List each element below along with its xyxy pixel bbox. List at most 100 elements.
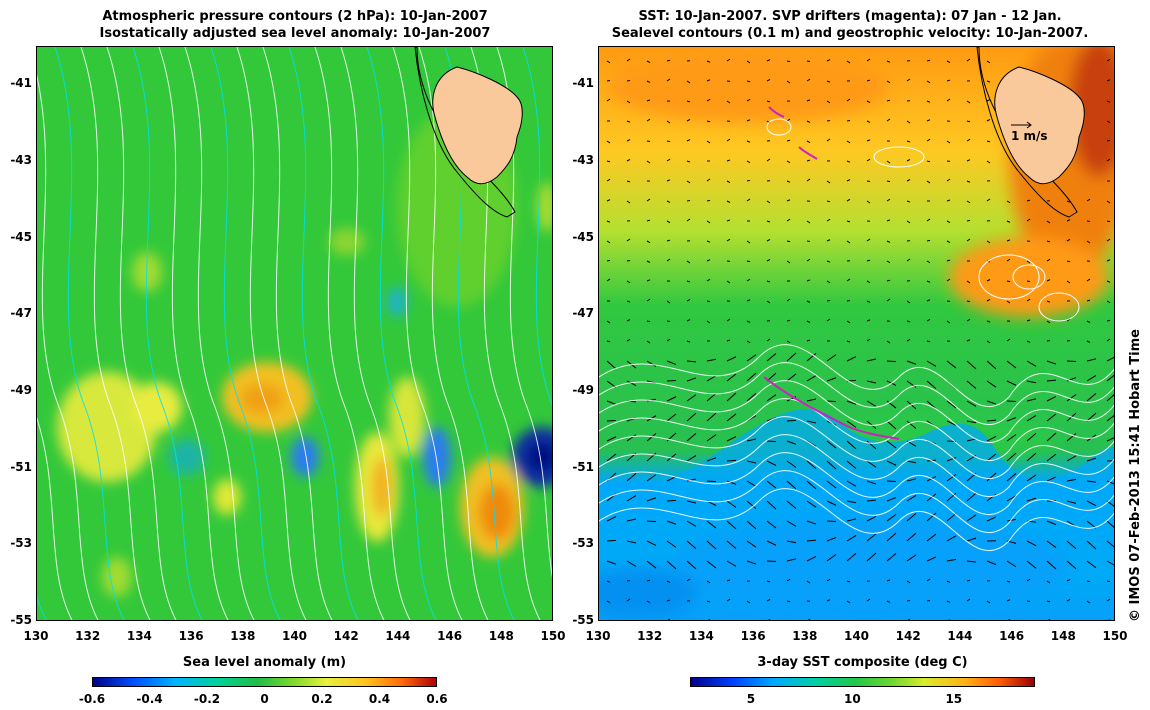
tasmania-landmass-right (994, 66, 1085, 185)
pressure-contour-line (158, 47, 229, 620)
velocity-arrow (1006, 580, 1011, 583)
velocity-arrow (926, 239, 931, 242)
pressure-contour-line (210, 47, 281, 620)
velocity-arrow (666, 78, 671, 82)
velocity-arrow (806, 60, 811, 62)
velocity-arrow (646, 433, 657, 442)
velocity-arrow (786, 240, 791, 243)
velocity-arrow (666, 320, 671, 322)
velocity-arrow (686, 340, 691, 343)
sealevel-eddy-contour (873, 146, 925, 168)
velocity-arrow (1047, 618, 1051, 620)
velocity-arrow (886, 240, 891, 243)
velocity-arrow (868, 619, 870, 620)
velocity-arrow (786, 80, 791, 84)
velocity-arrow (746, 438, 757, 442)
velocity-arrow (886, 160, 891, 164)
velocity-arrow (686, 100, 691, 103)
velocity-arrow (1006, 380, 1017, 386)
velocity-arrow (966, 280, 971, 284)
velocity-arrow (626, 473, 637, 482)
velocity-arrow (806, 220, 811, 224)
velocity-arrow (806, 353, 817, 362)
velocity-arrow (906, 300, 911, 304)
velocity-arrow (886, 219, 891, 222)
velocity-arrow (726, 138, 731, 142)
velocity-arrow (606, 380, 617, 388)
velocity-arrow (726, 356, 737, 362)
left-lon-tick-label: 138 (230, 629, 256, 643)
pressure-contour-line (522, 47, 552, 406)
velocity-arrow (886, 360, 897, 363)
velocity-arrow (906, 460, 917, 464)
velocity-arrow (706, 520, 717, 529)
left-title-line1: Atmospheric pressure contours (2 hPa): 1… (102, 9, 488, 24)
velocity-arrow (666, 599, 671, 602)
velocity-arrow (1026, 414, 1037, 422)
right-lon-tick-label: 146 (999, 629, 1025, 643)
velocity-arrow (826, 280, 831, 284)
velocity-arrow (726, 238, 731, 242)
colorbar-tick-label: -0.4 (136, 692, 163, 706)
velocity-arrow (706, 278, 711, 282)
velocity-arrow (686, 160, 691, 163)
sst-map: 1 m/s (598, 46, 1115, 621)
velocity-arrow (886, 514, 897, 522)
velocity-arrow (886, 298, 891, 302)
velocity-arrow (906, 338, 911, 342)
velocity-arrow (606, 400, 617, 405)
velocity-arrow (1086, 358, 1097, 362)
velocity-arrow (966, 300, 971, 303)
velocity-arrow (606, 160, 611, 163)
velocity-arrow (1006, 338, 1011, 342)
velocity-arrow (746, 600, 751, 604)
velocity-arrow (686, 560, 697, 570)
velocity-arrow (606, 98, 611, 102)
velocity-arrow (886, 497, 897, 502)
velocity-arrow (746, 179, 751, 182)
velocity-arrow (846, 220, 851, 223)
velocity-arrow (1006, 300, 1011, 304)
velocity-arrow (666, 300, 671, 304)
velocity-arrow (806, 300, 811, 303)
velocity-arrow (1046, 360, 1057, 365)
velocity-arrow (846, 534, 857, 542)
velocity-arrow (626, 238, 631, 242)
sealevel-contours (599, 118, 1114, 551)
velocity-arrow (746, 160, 751, 164)
velocity-arrow (906, 120, 911, 124)
velocity-arrow (846, 119, 851, 122)
velocity-arrow (926, 119, 931, 122)
velocity-arrow (906, 200, 911, 203)
velocity-arrow (1066, 280, 1071, 284)
velocity-arrow (886, 579, 891, 582)
left-lon-tick-label: 146 (437, 629, 463, 643)
velocity-arrow (986, 493, 997, 502)
velocity-arrow (926, 138, 931, 142)
velocity-arrow (786, 419, 797, 422)
velocity-arrow (626, 120, 631, 123)
left-lat-tick-label: -53 (10, 536, 32, 551)
velocity-arrow (926, 59, 931, 62)
velocity-arrow (806, 159, 811, 162)
velocity-arrow (966, 180, 971, 183)
pressure-contour-line (37, 74, 99, 620)
velocity-arrow (806, 375, 817, 382)
velocity-arrow (626, 518, 637, 522)
velocity-arrow (846, 600, 851, 604)
velocity-arrow (786, 260, 791, 264)
velocity-arrow (806, 140, 811, 144)
velocity-arrow (1026, 199, 1031, 202)
velocity-arrow (946, 600, 951, 603)
velocity-arrow (1086, 500, 1097, 507)
velocity-arrow (886, 260, 891, 264)
velocity-arrow (726, 200, 731, 203)
velocity-arrow (746, 60, 751, 64)
velocity-arrow (646, 600, 651, 604)
velocity-arrow (1086, 580, 1091, 583)
velocity-arrow (626, 560, 637, 567)
velocity-arrow (686, 319, 691, 322)
velocity-arrow (966, 120, 971, 123)
right-title-line2: Sealevel contours (0.1 m) and geostrophi… (611, 26, 1089, 41)
velocity-arrow (886, 118, 891, 122)
